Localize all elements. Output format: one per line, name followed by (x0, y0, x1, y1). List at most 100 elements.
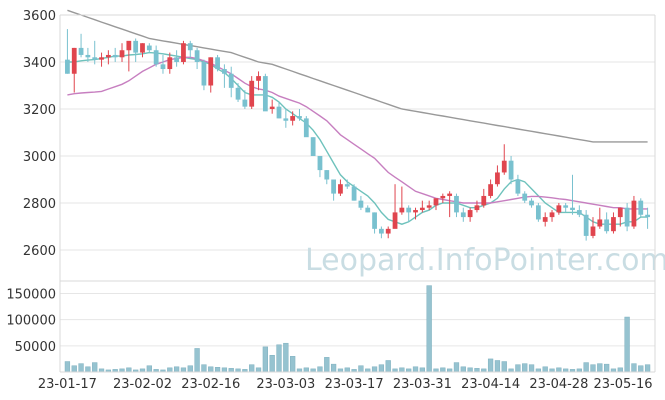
date-tick-label: 23-04-14 (461, 377, 520, 392)
candle-body (344, 184, 350, 187)
volume-bar (624, 316, 630, 373)
candle-body (160, 64, 166, 70)
volume-bar (180, 367, 187, 373)
candle-body (638, 200, 644, 215)
volume-bar (453, 362, 460, 373)
candle-body (242, 99, 248, 107)
candle-body (372, 212, 377, 229)
candle-body (433, 198, 439, 206)
volume-bar (515, 364, 521, 373)
candle-body (208, 57, 214, 86)
ma_short-line (67, 51, 648, 225)
volume-bar (208, 366, 214, 373)
candle-body (617, 207, 623, 218)
volume-bar (71, 365, 77, 373)
candle-body (570, 207, 575, 211)
volume-bar (460, 366, 466, 373)
candle-body (119, 50, 125, 58)
candle-body (549, 212, 555, 218)
candle-body (399, 207, 405, 213)
candle-body (290, 116, 296, 121)
candle-body (71, 47, 77, 74)
volume-bar (412, 366, 419, 373)
volume-bar (317, 366, 323, 373)
volume-bar (64, 361, 71, 373)
candle-body (310, 137, 316, 156)
candle-body (604, 219, 610, 232)
candle-body (365, 207, 371, 213)
candle-body (85, 54, 91, 58)
volume-bars (64, 285, 651, 373)
candle-body (426, 205, 432, 208)
price-tick-label: 3000 (23, 150, 56, 165)
volume-bar (358, 365, 364, 373)
price-tick-label: 2800 (23, 197, 56, 212)
volume-bar (324, 357, 330, 373)
candle-body (283, 118, 289, 121)
volume-bar (276, 344, 282, 373)
candle-body (338, 184, 343, 194)
candle-body (317, 156, 323, 171)
volume-bar (426, 285, 432, 373)
candle-body (181, 43, 186, 62)
candle-body (256, 76, 261, 81)
candle-body (522, 193, 528, 201)
date-tick-label: 23-02-02 (113, 377, 172, 392)
volume-bar (78, 363, 84, 373)
date-tick-label: 23-03-03 (256, 377, 315, 392)
candle-body (481, 195, 487, 206)
volume-bar (214, 367, 221, 373)
candle-body (99, 57, 104, 60)
volume-bar (522, 363, 528, 373)
date-tick-label: 23-04-28 (529, 377, 588, 392)
volume-axis-ticks: 150000 100000 50000 (6, 287, 56, 354)
candle-body (413, 210, 418, 213)
price-tick-label: 3600 (23, 9, 56, 24)
volume-bar (597, 363, 603, 373)
volume-bar (494, 360, 501, 373)
volume-bar (344, 367, 350, 373)
candle-body (535, 205, 541, 220)
candle-body (105, 54, 111, 58)
candle-body (187, 43, 193, 51)
candle-body (215, 57, 220, 70)
volume-bar (146, 365, 152, 373)
volume-bar (631, 363, 637, 373)
volume-bar (419, 367, 425, 373)
volume-bar (487, 358, 494, 373)
candle-body (303, 118, 309, 138)
candle-body (556, 205, 562, 213)
volume-bar (603, 363, 610, 373)
volume-bar (85, 366, 91, 373)
candle-body (249, 80, 255, 107)
date-axis-ticks: 23-01-17 23-02-02 23-02-16 23-03-03 23-03-17… (38, 377, 653, 392)
candle-body (529, 200, 534, 206)
candle-body (495, 172, 500, 185)
volume-bar (501, 361, 507, 373)
volume-bar (290, 356, 296, 373)
volume-bar (583, 362, 589, 373)
candle-body (590, 226, 596, 236)
candle-body (645, 214, 650, 218)
candle-body (78, 47, 84, 55)
candle-body (419, 207, 425, 211)
candle-body (65, 59, 70, 74)
candle-body (201, 62, 207, 86)
moving-average-lines (67, 9, 648, 225)
candle-body (167, 57, 173, 70)
volume-bar (173, 366, 180, 373)
candle-body (153, 50, 159, 65)
volume-bar (262, 346, 268, 373)
price-tick-label: 3200 (23, 103, 56, 118)
candle-body (624, 207, 630, 227)
candle-body (297, 116, 302, 119)
candle-body (133, 40, 139, 53)
volume-tick-label: 100000 (6, 314, 56, 329)
candle-body (222, 69, 227, 74)
volume-bar (399, 367, 405, 373)
candle-body (324, 170, 330, 180)
candle-body (194, 50, 200, 62)
candle-body (146, 45, 152, 51)
candle-body (358, 200, 364, 208)
candle-body (385, 228, 391, 234)
